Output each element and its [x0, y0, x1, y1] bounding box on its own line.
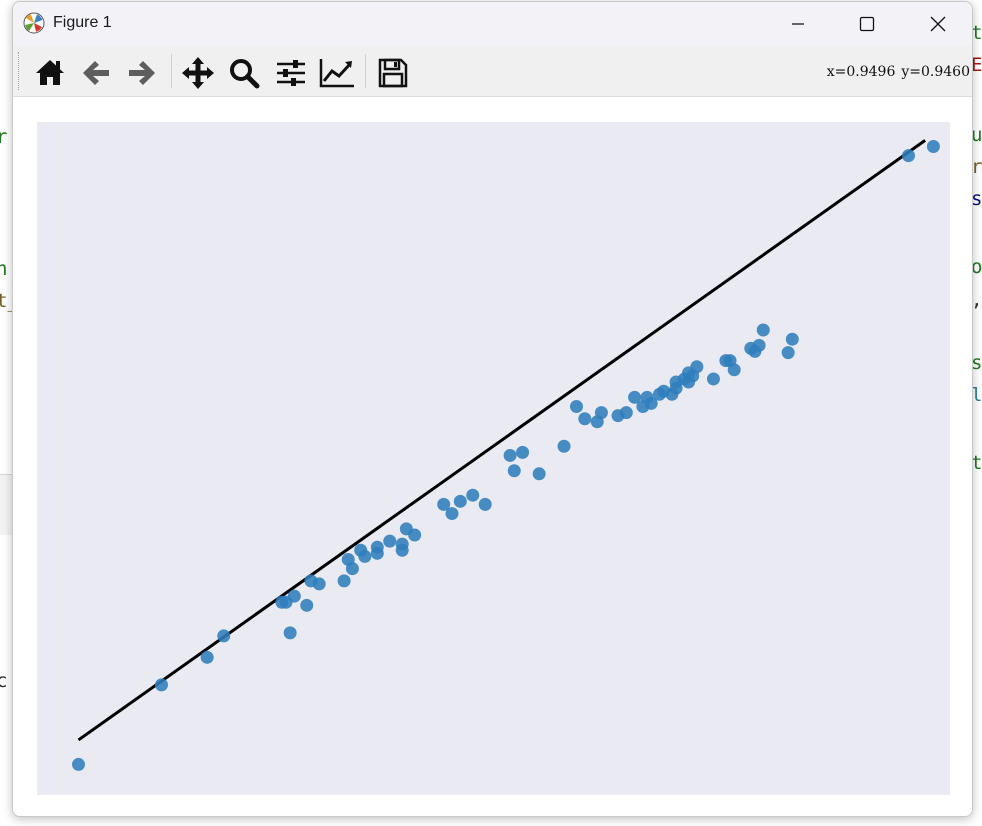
data-point [719, 354, 733, 368]
data-point [752, 338, 766, 352]
data-point [785, 332, 799, 346]
data-point [682, 375, 696, 389]
bg-code-fragment: u [971, 124, 982, 146]
data-point [507, 464, 521, 478]
data-point [926, 139, 940, 153]
forward-button[interactable] [123, 54, 161, 92]
arrow-right-icon [129, 61, 155, 85]
bg-code-fragment: l [971, 384, 982, 406]
data-point [155, 678, 168, 692]
data-point [217, 629, 231, 643]
zoom-button[interactable] [225, 54, 263, 92]
bg-divider [0, 474, 12, 475]
data-point [200, 650, 214, 664]
figure-canvas[interactable] [13, 97, 972, 816]
data-point [578, 412, 592, 426]
data-point [370, 546, 384, 560]
x-coordinate-readout: x=0.9496 [826, 64, 896, 80]
matplotlib-logo-icon [23, 12, 45, 34]
bg-code-fragment: r [971, 156, 982, 178]
data-point [727, 363, 741, 377]
data-point [399, 522, 413, 536]
bg-code-fragment: t [971, 452, 982, 474]
bg-code-fragment: c [0, 670, 8, 692]
data-point [781, 346, 795, 360]
data-point [669, 375, 683, 389]
data-point [516, 445, 530, 459]
back-button[interactable] [77, 54, 115, 92]
data-point [300, 598, 314, 612]
data-point [358, 549, 372, 563]
data-point [478, 497, 492, 511]
window-title: Figure 1 [53, 14, 112, 31]
navigation-toolbar: x=0.9496 y=0.9460 [13, 46, 972, 97]
scatter-plot [37, 122, 950, 795]
data-point [395, 543, 409, 557]
axes-background [37, 122, 950, 795]
home-button[interactable] [31, 54, 69, 92]
floppy-disk-icon [378, 58, 408, 88]
bg-code-fragment: o [971, 256, 982, 278]
data-point [503, 448, 517, 462]
pan-button[interactable] [179, 54, 217, 92]
maximize-icon [859, 16, 875, 32]
axes-edit-button[interactable] [318, 54, 356, 92]
data-point [383, 534, 397, 548]
close-button[interactable] [915, 2, 961, 46]
data-point [619, 406, 633, 420]
sliders-icon [277, 60, 305, 86]
magnifier-icon [230, 59, 260, 89]
bg-code-fragment: n [0, 258, 8, 280]
move-icon [182, 57, 214, 89]
line-chart-icon [319, 59, 354, 88]
bg-code-fragment: t [971, 22, 982, 44]
subplots-button[interactable] [272, 54, 310, 92]
close-icon [930, 16, 946, 32]
bg-code-fragment: r [0, 126, 8, 148]
data-point [532, 467, 546, 481]
data-point [72, 757, 85, 771]
bg-panel [0, 475, 12, 535]
data-point [279, 595, 293, 609]
figure-window: Figure 1 [12, 1, 973, 817]
data-point [445, 507, 459, 521]
data-point [902, 149, 915, 163]
data-point [756, 323, 770, 337]
data-point [437, 497, 451, 511]
toolbar-grip[interactable] [18, 52, 20, 90]
bg-code-fragment: s [971, 188, 982, 210]
save-button[interactable] [374, 54, 412, 92]
bg-code-fragment: s [971, 352, 982, 374]
data-point [453, 494, 467, 508]
toolbar-separator [171, 54, 172, 88]
data-point [640, 390, 654, 404]
data-point [466, 488, 480, 502]
data-point [337, 574, 351, 588]
arrow-left-icon [83, 61, 109, 85]
data-point [312, 577, 326, 591]
title-bar[interactable]: Figure 1 [13, 2, 972, 46]
y-coordinate-readout: y=0.9460 [901, 64, 970, 80]
data-point [653, 387, 666, 401]
home-icon [36, 60, 64, 85]
data-point [706, 372, 720, 386]
data-point [341, 552, 355, 566]
cursor-coordinates: x=0.9496 y=0.9460 [821, 64, 970, 80]
data-point [594, 406, 608, 420]
bg-code-fragment: E [971, 54, 982, 76]
maximize-button[interactable] [844, 2, 890, 46]
data-point [628, 390, 642, 404]
toolbar-separator [365, 54, 366, 88]
data-point [557, 439, 571, 453]
data-point [570, 399, 583, 413]
minimize-button[interactable] [775, 2, 821, 46]
data-point [283, 626, 297, 640]
minimize-icon [792, 23, 804, 25]
bg-code-fragment: , [971, 289, 982, 311]
